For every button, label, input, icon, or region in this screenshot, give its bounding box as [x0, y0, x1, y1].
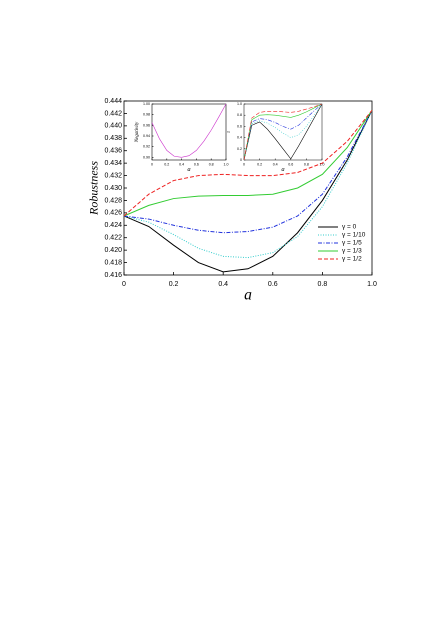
x-tick-label: 0.4: [273, 163, 278, 167]
y-tick-label: 0.430: [104, 185, 122, 192]
y-tick-label: 0.432: [104, 172, 122, 179]
y-tick-label: 0.440: [104, 123, 122, 130]
x-tick-label: 0: [122, 281, 126, 288]
series-line: [123, 110, 373, 273]
series-line: [243, 103, 323, 161]
y-tick-label: 0.438: [104, 135, 122, 142]
x-tick-label: 0.4: [218, 281, 228, 288]
y-tick-label: 0.424: [104, 222, 122, 229]
series-line: [243, 103, 323, 161]
legend-label: γ = 1/10: [342, 232, 366, 239]
y-tick-label: 0.442: [104, 110, 122, 117]
y-tick-label: 0.2: [237, 147, 242, 151]
y-tick-label: 0.416: [104, 272, 122, 279]
x-tick-label: 1.0: [320, 163, 325, 167]
x-tick-label: 0.8: [304, 163, 309, 167]
y-tick-label: 1.0: [237, 102, 242, 106]
x-tick-label: 0.2: [164, 163, 169, 167]
y-tick-label: 0.94: [143, 134, 150, 138]
y-axis-label: τ: [227, 131, 232, 133]
y-tick-label: 0.98: [143, 113, 150, 117]
x-tick-label: 0.2: [169, 281, 179, 288]
x-tick-label: 0.4: [179, 163, 184, 167]
series-line: [123, 110, 373, 234]
legend-label: γ = 1/3: [342, 248, 362, 255]
y-tick-label: 0.90: [143, 155, 150, 159]
y-tick-label: 0.436: [104, 148, 122, 155]
series-line: [243, 103, 323, 161]
x-tick-label: 0: [243, 163, 245, 167]
y-tick-label: 0: [240, 158, 242, 162]
y-tick-label: 0.428: [104, 197, 122, 204]
y-tick-label: 1.00: [143, 102, 150, 106]
plot-frame: [151, 103, 227, 161]
plot-frame: [243, 103, 323, 161]
y-tick-label: 0.4: [237, 136, 242, 140]
y-tick-label: 0.96: [143, 123, 150, 127]
y-tick-label: 0.92: [143, 145, 150, 149]
x-tick-label: 1.0: [367, 281, 377, 288]
y-tick-label: 0.418: [104, 259, 122, 266]
x-tick-label: 0.6: [194, 163, 199, 167]
series-line: [123, 110, 373, 217]
series-line: [151, 103, 227, 158]
x-axis-label: a: [187, 166, 190, 173]
x-tick-label: 0.2: [257, 163, 262, 167]
legend-label: γ = 1/5: [342, 240, 362, 247]
y-tick-label: 0.444: [104, 98, 122, 105]
y-tick-label: 0.8: [237, 113, 242, 117]
series-line: [123, 110, 373, 217]
y-tick-label: 0.434: [104, 160, 122, 167]
x-axis-label: a: [281, 166, 284, 173]
x-tick-label: 0.6: [288, 163, 293, 167]
x-tick-label: 0.8: [318, 281, 328, 288]
legend-label: γ = 1/2: [342, 256, 362, 263]
legend-label: γ = 0: [342, 224, 357, 231]
plot-frame: [123, 100, 373, 276]
y-axis-label: Negativity: [135, 121, 140, 143]
y-tick-label: 0.6: [237, 124, 242, 128]
x-tick-label: 0.6: [268, 281, 278, 288]
y-tick-label: 0.426: [104, 210, 122, 217]
series-line: [243, 103, 323, 161]
x-tick-label: 0.8: [209, 163, 214, 167]
series-line: [243, 103, 323, 161]
y-tick-label: 0.420: [104, 247, 122, 254]
y-tick-label: 0.422: [104, 235, 122, 242]
series-line: [123, 110, 373, 259]
x-tick-label: 0: [151, 163, 153, 167]
x-axis-label: a: [244, 287, 252, 304]
x-tick-label: 1.0: [224, 163, 229, 167]
y-axis-label: Robustness: [86, 161, 100, 216]
